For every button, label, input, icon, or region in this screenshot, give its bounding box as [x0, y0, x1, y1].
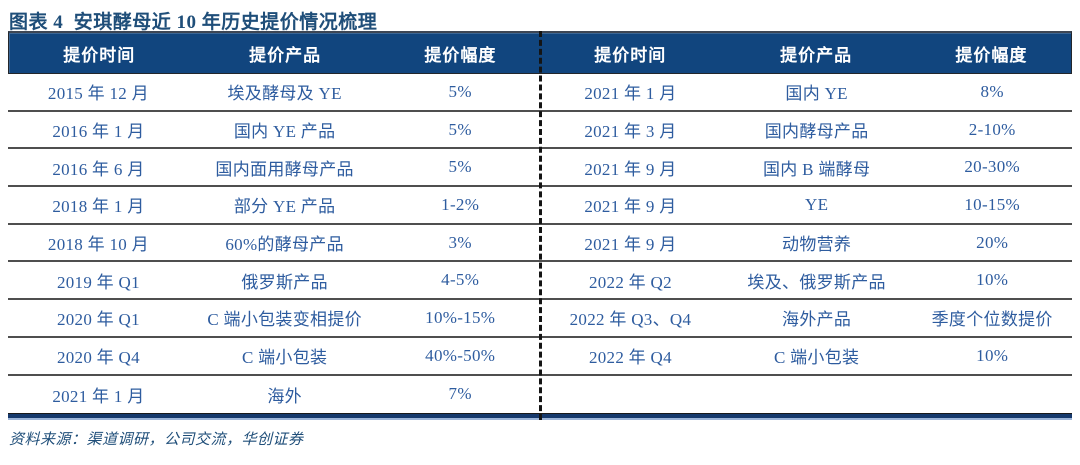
row-right-half: 2021 年 9 月 动物营养 20% — [540, 225, 1072, 261]
row-right-half: 2022 年 Q2 埃及、俄罗斯产品 10% — [540, 262, 1072, 298]
cell-time — [540, 376, 721, 414]
cell-magnitude: 3% — [448, 232, 472, 252]
row-left-half: 2016 年 1 月 国内 YE 产品 5% — [8, 112, 540, 148]
cell-time: 2018 年 1 月 — [52, 197, 145, 217]
cell-magnitude: 1-2% — [441, 194, 480, 214]
cell-magnitude: 10-15% — [964, 194, 1020, 214]
header-cell-time: 提价时间 — [594, 45, 667, 65]
cell-time: 2021 年 3 月 — [584, 122, 677, 142]
cell-time: 2016 年 6 月 — [52, 159, 145, 179]
cell-magnitude: 40%-50% — [425, 345, 496, 365]
row-left-half: 2018 年 10 月 60%的酵母产品 3% — [8, 225, 540, 261]
cell-magnitude: 20-30% — [964, 157, 1020, 177]
cell-product: C 端小包装 — [773, 348, 860, 368]
cell-time: 2022 年 Q4 — [588, 348, 672, 368]
cell-time: 2020 年 Q4 — [56, 348, 140, 368]
cell-time: 2021 年 1 月 — [52, 386, 145, 406]
figure-title: 图表 4 安琪酵母近 10 年历史提价情况梳理 — [9, 12, 378, 33]
header-cell-magnitude: 提价幅度 — [955, 45, 1028, 65]
cell-product: 海外产品 — [782, 310, 852, 330]
header-cell-product: 提价产品 — [249, 45, 322, 65]
table-header-right-half: 提价时间 提价产品 提价幅度 — [540, 33, 1071, 73]
row-left-half: 2020 年 Q4 C 端小包装 40%-50% — [8, 338, 540, 374]
cell-product: 国内 B 端酵母 — [763, 159, 871, 179]
cell-magnitude: 7% — [448, 384, 472, 404]
row-left-half: 2021 年 1 月 海外 7% — [8, 376, 540, 414]
row-left-half: 2020 年 Q1 C 端小包装变相提价 10%-15% — [8, 300, 540, 336]
cell-time: 2022 年 Q2 — [588, 272, 672, 292]
cell-magnitude: 季度个位数提价 — [931, 310, 1053, 330]
row-left-half: 2019 年 Q1 俄罗斯产品 4-5% — [8, 262, 540, 298]
row-left-half: 2018 年 1 月 部分 YE 产品 1-2% — [8, 187, 540, 223]
cell-time: 2016 年 1 月 — [52, 122, 145, 142]
header-cell-time: 提价时间 — [63, 45, 136, 65]
cell-product — [721, 376, 913, 414]
cell-product: C 端小包装 — [241, 348, 328, 368]
row-right-half — [540, 376, 1072, 414]
row-left-half: 2015 年 12 月 埃及酵母及 YE 5% — [8, 74, 540, 110]
cell-time: 2021 年 9 月 — [584, 159, 677, 179]
row-right-half: 2021 年 3 月 国内酵母产品 2-10% — [540, 112, 1072, 148]
row-right-half: 2022 年 Q3、Q4 海外产品 季度个位数提价 — [540, 300, 1072, 336]
row-right-half: 2021 年 9 月 YE 10-15% — [540, 187, 1072, 223]
cell-product: C 端小包装变相提价 — [207, 310, 362, 330]
row-right-half: 2022 年 Q4 C 端小包装 10% — [540, 338, 1072, 374]
row-left-half: 2016 年 6 月 国内面用酵母产品 5% — [8, 149, 540, 185]
table-header-left-half: 提价时间 提价产品 提价幅度 — [9, 33, 540, 73]
cell-product: 国内 YE — [785, 84, 848, 104]
cell-product: 国内酵母产品 — [764, 122, 869, 142]
cell-product: 海外 — [267, 386, 302, 406]
cell-product: 埃及、俄罗斯产品 — [747, 272, 886, 292]
cell-magnitude — [912, 376, 1072, 414]
row-right-half: 2021 年 9 月 国内 B 端酵母 20-30% — [540, 149, 1072, 185]
cell-magnitude: 10%-15% — [425, 307, 496, 327]
cell-time: 2021 年 1 月 — [584, 84, 677, 104]
cell-magnitude: 8% — [980, 81, 1004, 101]
cell-magnitude: 5% — [448, 119, 472, 139]
cell-magnitude: 5% — [448, 157, 472, 177]
cell-time: 2021 年 9 月 — [584, 235, 677, 255]
cell-magnitude: 4-5% — [441, 270, 480, 290]
cell-time: 2018 年 10 月 — [47, 235, 149, 255]
table-row: 2021 年 1 月 海外 7% — [8, 376, 1072, 414]
cell-magnitude: 10% — [976, 270, 1009, 290]
price-increase-table: 提价时间 提价产品 提价幅度 提价时间 提价产品 提价幅度 2015 年 12 … — [8, 31, 1072, 421]
cell-product: 国内面用酵母产品 — [215, 159, 354, 179]
source-note: 资料来源：渠道调研，公司交流，华创证券 — [9, 432, 304, 449]
cell-product: 60%的酵母产品 — [225, 235, 344, 255]
dashed-center-divider — [539, 31, 542, 421]
row-right-half: 2021 年 1 月 国内 YE 8% — [540, 74, 1072, 110]
header-cell-product: 提价产品 — [780, 45, 853, 65]
cell-time: 2021 年 9 月 — [584, 197, 677, 217]
cell-product: 动物营养 — [782, 235, 852, 255]
cell-magnitude: 20% — [976, 232, 1009, 252]
cell-product: YE — [805, 194, 829, 214]
cell-time: 2022 年 Q3、Q4 — [569, 310, 692, 330]
cell-product: 部分 YE 产品 — [233, 197, 336, 217]
cell-magnitude: 10% — [976, 345, 1009, 365]
cell-time: 2020 年 Q1 — [56, 310, 140, 330]
cell-product: 国内 YE 产品 — [233, 122, 336, 142]
cell-magnitude: 5% — [448, 81, 472, 101]
cell-time: 2019 年 Q1 — [56, 272, 140, 292]
table-body: 2015 年 12 月 埃及酵母及 YE 5% 2021 年 1 月 国内 YE… — [8, 74, 1072, 413]
cell-product: 埃及酵母及 YE — [227, 84, 342, 104]
cell-product: 俄罗斯产品 — [241, 272, 328, 292]
cell-time: 2015 年 12 月 — [47, 84, 149, 104]
cell-magnitude: 2-10% — [968, 119, 1016, 139]
header-cell-magnitude: 提价幅度 — [424, 45, 497, 65]
